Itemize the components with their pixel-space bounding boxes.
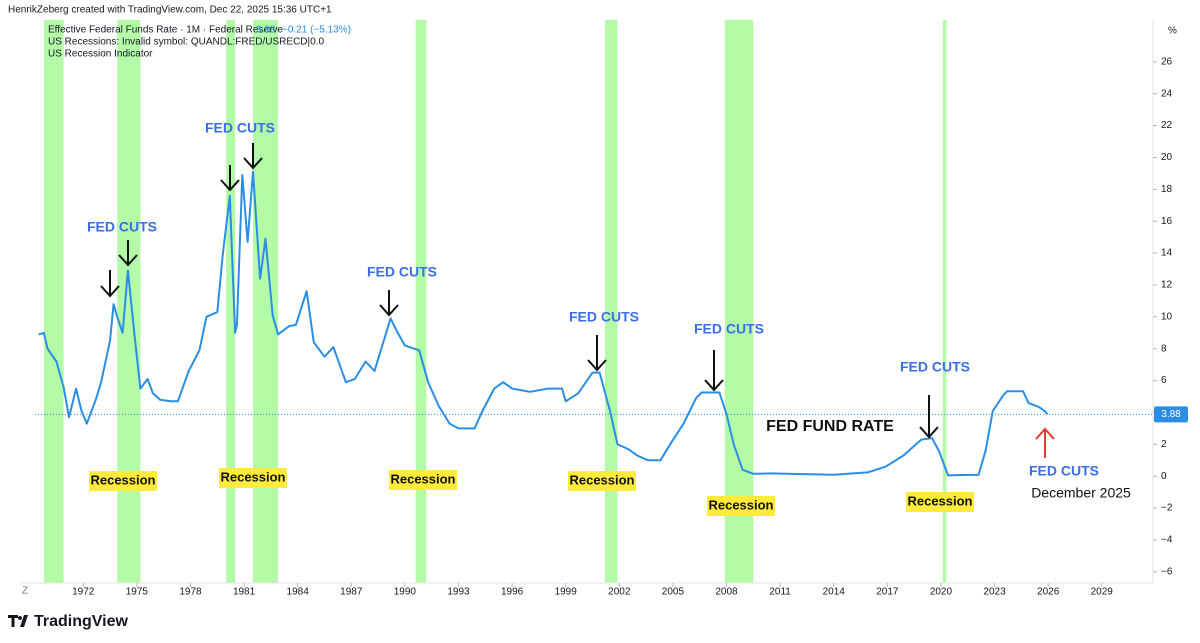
x-tick-label: 1990 [394, 587, 417, 598]
recession-band [226, 20, 236, 583]
recession-band [252, 20, 279, 583]
x-tick-label: 1984 [287, 587, 310, 598]
last-value-badge [1154, 406, 1188, 423]
arrow [100, 270, 120, 298]
logo-icon [8, 615, 28, 627]
arrow [243, 143, 263, 170]
y-tick-label: −6 [1161, 566, 1173, 577]
recession-label: Recession [708, 497, 773, 512]
axes: −6−4−20246810121416182022242619721975197… [20, 20, 1173, 598]
recession-band [724, 20, 754, 583]
x-tick-label: 2017 [876, 587, 899, 598]
x-tick-label: 1975 [126, 587, 149, 598]
x-corner-icon: Z [22, 586, 28, 597]
recession-label: Recession [907, 493, 972, 508]
recession-label: Recession [220, 469, 285, 484]
y-tick-label: 20 [1161, 152, 1173, 163]
fed-cuts-label: FED CUTS [1029, 463, 1099, 479]
label-bg [707, 496, 775, 516]
arrow [379, 290, 399, 317]
y-tick-label: 10 [1161, 311, 1173, 322]
fed-cuts-label: FED CUTS [205, 120, 275, 136]
recession-band [942, 20, 947, 583]
recession-band [415, 20, 427, 583]
y-tick-label: 8 [1161, 343, 1167, 354]
recession-band [43, 20, 64, 583]
arrow [704, 350, 724, 392]
y-tick-label: 26 [1161, 56, 1173, 67]
arrow [587, 335, 607, 372]
x-tick-label: 1981 [233, 587, 256, 598]
arrow [1035, 427, 1055, 458]
recession-bands [43, 20, 947, 583]
fed-cuts-label: FED CUTS [900, 359, 970, 375]
x-tick-label: 2005 [662, 587, 685, 598]
annotations: FED CUTS FED CUTS FED CUTS FED CUTS FED … [87, 120, 1131, 516]
legend-change: −0.21 (−5.13%) [282, 25, 351, 36]
x-tick-label: 2014 [823, 587, 846, 598]
x-tick-label: 2020 [930, 587, 953, 598]
y-tick-label: −4 [1161, 535, 1173, 546]
fed-cuts-label: FED CUTS [569, 309, 639, 325]
label-bg [219, 468, 287, 488]
date-note: December 2025 [1031, 485, 1131, 501]
y-tick-label: −2 [1161, 503, 1173, 514]
x-tick-label: 1987 [340, 587, 363, 598]
arrow [220, 165, 240, 192]
label-bg [389, 470, 457, 490]
legend-value: 3.88 [256, 25, 276, 36]
footer-logo: TradingView [8, 613, 129, 630]
x-tick-label: 1972 [72, 587, 95, 598]
recession-band [117, 20, 141, 583]
last-value-label: 3.88 [1161, 409, 1181, 420]
arrow [118, 240, 138, 267]
y-tick-label: 18 [1161, 184, 1173, 195]
legend-indicator: US Recession Indicator [48, 49, 153, 60]
fed-cuts-label: FED CUTS [87, 219, 157, 235]
label-bg [906, 492, 974, 512]
x-tick-label: 1996 [501, 587, 524, 598]
y-unit: % [1168, 26, 1177, 37]
label-bg [568, 471, 636, 491]
legend-indicator: US Recessions: Invalid symbol: QUANDL:FR… [48, 37, 324, 48]
recession-labels: Recession Recession Recession Recession … [89, 468, 974, 516]
y-tick-label: 6 [1161, 375, 1167, 386]
y-tick-label: 14 [1161, 248, 1173, 259]
recession-label: Recession [390, 471, 455, 486]
recession-band [605, 20, 618, 583]
fed-cuts-label: FED CUTS [367, 264, 437, 280]
x-tick-label: 2011 [769, 587, 791, 598]
recession-label: Recession [569, 472, 634, 487]
x-tick-label: 2023 [983, 587, 1006, 598]
y-tick-label: 0 [1161, 471, 1167, 482]
x-tick-label: 1993 [447, 587, 470, 598]
footer-text: TradingView [34, 613, 129, 630]
x-tick-label: 2026 [1037, 587, 1060, 598]
x-tick-label: 1999 [555, 587, 578, 598]
y-tick-label: 22 [1161, 120, 1173, 131]
arrow [919, 395, 939, 439]
x-tick-label: 2008 [715, 587, 738, 598]
y-tick-label: 12 [1161, 280, 1173, 291]
y-tick-label: 16 [1161, 216, 1173, 227]
y-tick-label: 24 [1161, 88, 1173, 99]
recession-label: Recession [90, 472, 155, 487]
arrows [100, 143, 1055, 458]
y-tick-label: 2 [1161, 439, 1167, 450]
rate-line [38, 170, 1049, 477]
rate-label: FED FUND RATE [766, 418, 894, 435]
x-tick-label: 2002 [608, 587, 631, 598]
plot: 3.88 [35, 170, 1188, 477]
legend-series: Effective Federal Funds Rate · 1M · Fede… [48, 25, 283, 36]
x-tick-label: 1978 [179, 587, 202, 598]
x-tick-label: 2029 [1091, 587, 1114, 598]
fed-cuts-label: FED CUTS [694, 321, 764, 337]
label-bg [89, 471, 157, 491]
header: HenrikZeberg created with TradingView.co… [8, 5, 332, 16]
